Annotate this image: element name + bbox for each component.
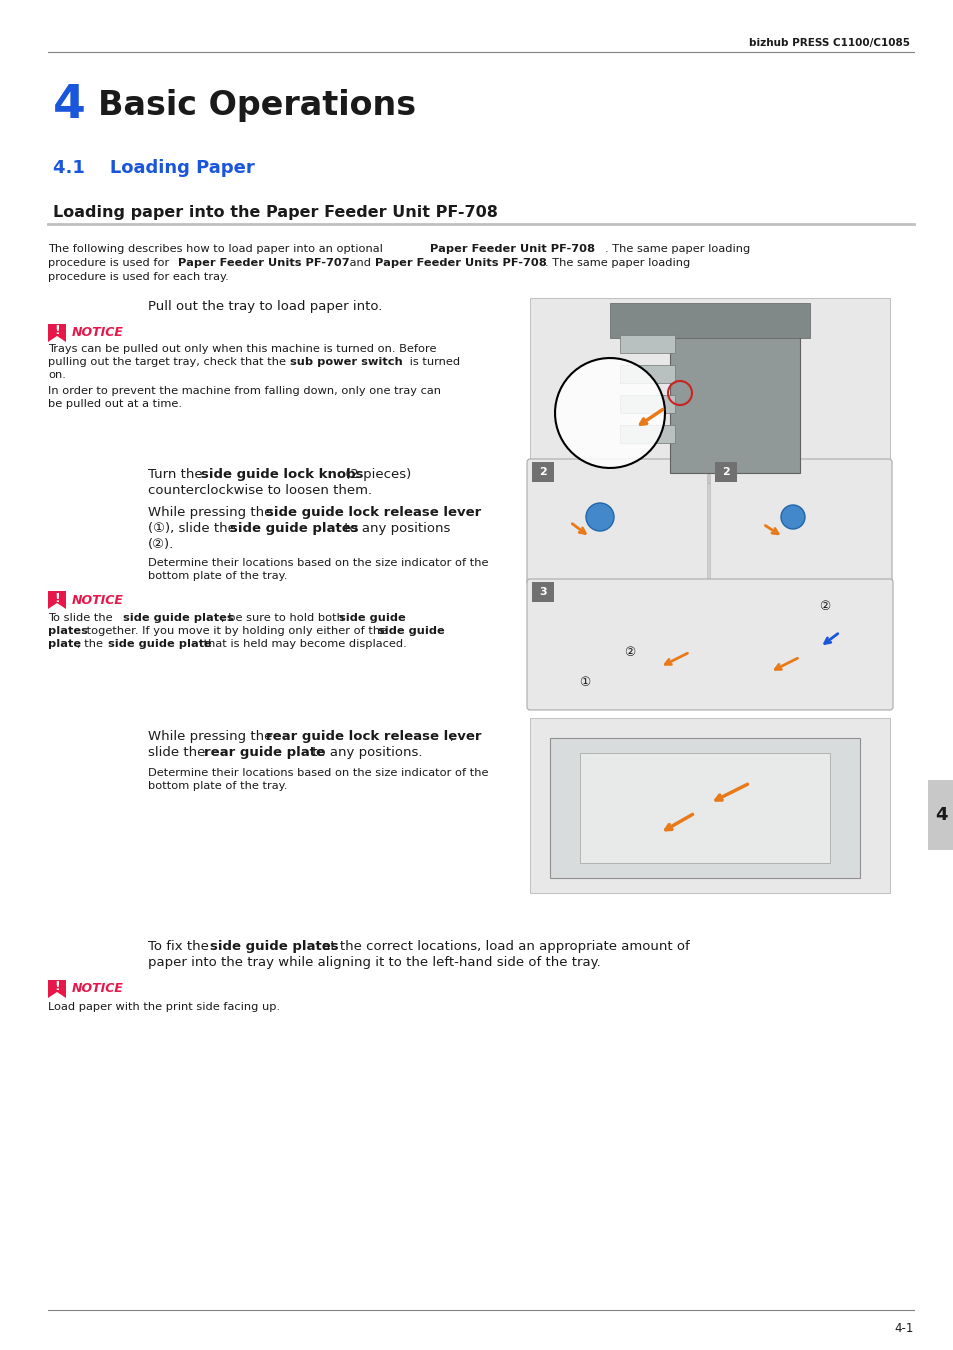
Bar: [927, 780, 953, 850]
Bar: [619, 335, 675, 352]
Text: side guide plates: side guide plates: [210, 940, 338, 953]
Text: In order to prevent the machine from falling down, only one tray can: In order to prevent the machine from fal…: [48, 386, 440, 396]
Text: side guide plates: side guide plates: [123, 613, 233, 622]
Polygon shape: [48, 591, 66, 609]
Text: While pressing the: While pressing the: [148, 730, 276, 742]
Text: that is held may become displaced.: that is held may become displaced.: [200, 639, 406, 649]
Text: at the correct locations, load an appropriate amount of: at the correct locations, load an approp…: [317, 940, 689, 953]
Text: plates: plates: [48, 626, 88, 636]
Text: rear guide lock release lever: rear guide lock release lever: [266, 730, 481, 742]
Bar: [532, 462, 554, 482]
Text: pulling out the target tray, check that the: pulling out the target tray, check that …: [48, 356, 290, 367]
Text: 4-1: 4-1: [894, 1322, 913, 1335]
FancyBboxPatch shape: [709, 459, 891, 585]
Text: Pull out the tray to load paper into.: Pull out the tray to load paper into.: [148, 300, 382, 313]
Circle shape: [555, 358, 664, 468]
Text: Turn the: Turn the: [148, 468, 207, 481]
Circle shape: [585, 504, 614, 531]
Text: together. If you move it by holding only either of the: together. If you move it by holding only…: [83, 626, 391, 636]
Text: , the: , the: [77, 639, 107, 649]
Text: Trays can be pulled out only when this machine is turned on. Before: Trays can be pulled out only when this m…: [48, 344, 436, 354]
Bar: [530, 298, 889, 483]
Text: side guide lock release lever: side guide lock release lever: [266, 506, 480, 518]
Text: side guide: side guide: [377, 626, 444, 636]
Text: rear guide plate: rear guide plate: [204, 747, 325, 759]
Text: Determine their locations based on the size indicator of the: Determine their locations based on the s…: [148, 768, 488, 778]
Bar: [669, 319, 800, 472]
Text: !: !: [54, 591, 60, 605]
Bar: [619, 396, 675, 413]
Text: NOTICE: NOTICE: [71, 983, 124, 995]
Text: . The same paper loading: . The same paper loading: [544, 258, 690, 269]
Text: , be sure to hold both: , be sure to hold both: [221, 613, 347, 622]
Text: procedure is used for each tray.: procedure is used for each tray.: [48, 271, 229, 282]
Text: counterclockwise to loosen them.: counterclockwise to loosen them.: [148, 485, 372, 497]
Polygon shape: [48, 324, 66, 342]
Text: The following describes how to load paper into an optional: The following describes how to load pape…: [48, 244, 386, 254]
Text: is turned: is turned: [406, 356, 459, 367]
Text: paper into the tray while aligning it to the left-hand side of the tray.: paper into the tray while aligning it to…: [148, 956, 600, 969]
Text: 2: 2: [721, 467, 729, 477]
Text: NOTICE: NOTICE: [71, 327, 124, 339]
Text: ②: ②: [623, 645, 635, 659]
Text: side guide plates: side guide plates: [230, 522, 358, 535]
Bar: [579, 753, 829, 863]
Bar: [532, 582, 554, 602]
Text: (②).: (②).: [148, 539, 174, 551]
Text: on.: on.: [48, 370, 66, 379]
Text: Paper Feeder Units PF-708: Paper Feeder Units PF-708: [375, 258, 546, 269]
Text: ①: ①: [578, 675, 590, 688]
Text: side guide: side guide: [338, 613, 405, 622]
Text: 4.1    Loading Paper: 4.1 Loading Paper: [53, 159, 254, 177]
Text: plate: plate: [48, 639, 81, 649]
Text: be pulled out at a time.: be pulled out at a time.: [48, 400, 182, 409]
Text: While pressing the: While pressing the: [148, 506, 276, 518]
Text: (①), slide the: (①), slide the: [148, 522, 240, 535]
Text: (2 pieces): (2 pieces): [340, 468, 411, 481]
Text: Load paper with the print side facing up.: Load paper with the print side facing up…: [48, 1002, 280, 1012]
Text: NOTICE: NOTICE: [71, 594, 124, 606]
Polygon shape: [48, 980, 66, 998]
Text: !: !: [54, 324, 60, 338]
Text: procedure is used for: procedure is used for: [48, 258, 172, 269]
FancyBboxPatch shape: [526, 459, 707, 585]
Text: Determine their locations based on the size indicator of the: Determine their locations based on the s…: [148, 558, 488, 568]
Text: to any positions: to any positions: [339, 522, 450, 535]
Bar: [714, 462, 737, 482]
Text: !: !: [54, 980, 60, 994]
Text: 2: 2: [538, 467, 546, 477]
Text: Paper Feeder Unit PF-708: Paper Feeder Unit PF-708: [430, 244, 595, 254]
Bar: [530, 718, 889, 892]
Bar: [619, 425, 675, 443]
Text: . The same paper loading: . The same paper loading: [604, 244, 749, 254]
FancyBboxPatch shape: [526, 579, 892, 710]
Bar: [609, 302, 809, 338]
Bar: [619, 364, 675, 383]
Text: bottom plate of the tray.: bottom plate of the tray.: [148, 571, 287, 580]
Text: 3: 3: [538, 587, 546, 597]
Text: 4: 4: [53, 82, 86, 127]
Text: side guide plate: side guide plate: [108, 639, 212, 649]
Text: To slide the: To slide the: [48, 613, 116, 622]
Text: Basic Operations: Basic Operations: [98, 89, 416, 122]
Text: 4: 4: [934, 806, 946, 824]
Text: to any positions.: to any positions.: [308, 747, 422, 759]
Text: To fix the: To fix the: [148, 940, 213, 953]
Text: slide the: slide the: [148, 747, 210, 759]
Text: Paper Feeder Units PF-707: Paper Feeder Units PF-707: [178, 258, 349, 269]
Text: and: and: [346, 258, 375, 269]
Text: side guide lock knobs: side guide lock knobs: [201, 468, 363, 481]
Text: sub power switch: sub power switch: [290, 356, 402, 367]
Text: ,: ,: [449, 730, 453, 742]
Text: bottom plate of the tray.: bottom plate of the tray.: [148, 782, 287, 791]
Text: Loading paper into the Paper Feeder Unit PF-708: Loading paper into the Paper Feeder Unit…: [53, 204, 497, 220]
Bar: [550, 738, 859, 878]
Text: bizhub PRESS C1100/C1085: bizhub PRESS C1100/C1085: [748, 38, 909, 49]
Circle shape: [781, 505, 804, 529]
Text: ②: ②: [819, 601, 830, 613]
